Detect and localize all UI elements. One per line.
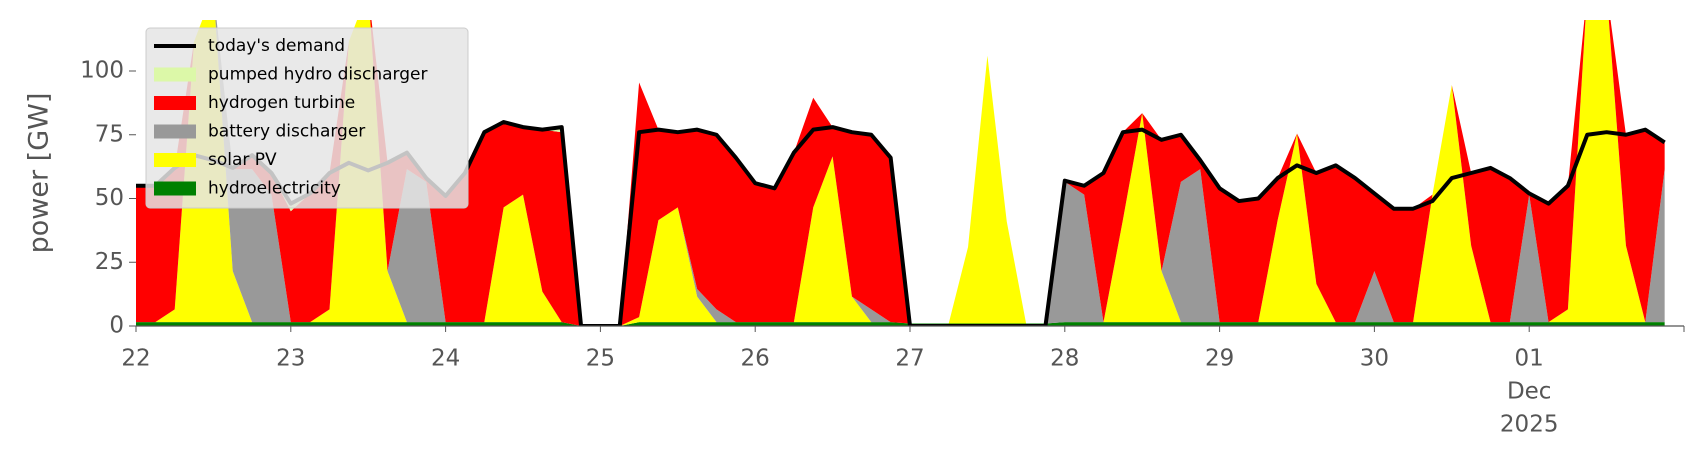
x-period-label: 2025: [1500, 412, 1559, 438]
x-period-label: Dec: [1507, 379, 1552, 405]
area: [136, 20, 1665, 326]
x-tick-label: 30: [1360, 346, 1389, 372]
legend-label: hydroelectricity: [208, 179, 341, 199]
legend-swatch: [154, 181, 196, 196]
x-tick-label: 26: [741, 346, 770, 372]
x-tick-label: 23: [276, 346, 305, 372]
legend-label: solar PV: [208, 150, 277, 170]
x-tick-label: 27: [895, 346, 924, 372]
y-tick-label: 100: [80, 58, 124, 84]
legend-label: battery discharger: [208, 122, 365, 142]
area: [136, 20, 1665, 326]
y-axis-label: power [GW]: [24, 93, 55, 254]
legend-swatch: [154, 96, 196, 110]
legend-box: [145, 27, 469, 209]
legend-label: pumped hydro discharger: [208, 65, 427, 85]
legend-swatch: [154, 124, 196, 139]
legend-label: hydrogen turbine: [208, 93, 355, 113]
legend: today's demand pumped hydro discharger hyd…: [145, 27, 469, 209]
y-tick-label: 25: [95, 249, 124, 275]
plot-area: [136, 20, 1666, 326]
x-tick-label: 24: [431, 346, 460, 372]
x-tick-label: 28: [1050, 346, 1079, 372]
legend-swatch: [154, 153, 196, 167]
x-tick-label: 22: [121, 346, 150, 372]
area: [136, 322, 1665, 326]
x-tick-label: 25: [586, 346, 615, 372]
legend-swatch: [154, 67, 196, 82]
axes: 0 25 50 75 100 22 23 24 25 26 27 28 29 30 01 Dec 2025: [80, 58, 1685, 438]
y-tick-label: 50: [95, 185, 124, 211]
x-tick-label: 29: [1205, 346, 1234, 372]
legend-label: today's demand: [208, 36, 345, 56]
y-tick-label: 0: [109, 313, 124, 339]
x-tick-label: 01: [1515, 346, 1544, 372]
y-tick-label: 75: [95, 121, 124, 147]
